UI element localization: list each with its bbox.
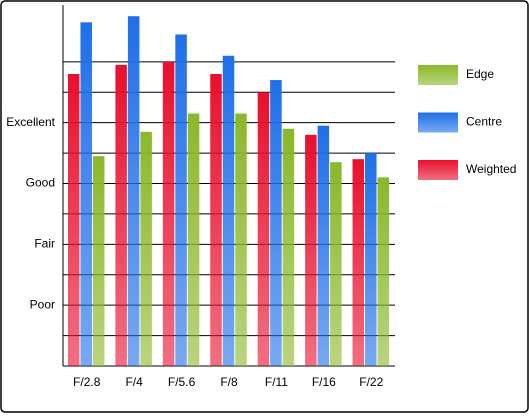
legend-swatch — [418, 65, 458, 85]
legend-label: Edge — [466, 67, 494, 81]
bar — [377, 177, 390, 366]
x-tick-label: F/22 — [359, 375, 383, 389]
y-tick-label: Fair — [34, 237, 55, 251]
bar — [80, 22, 92, 367]
x-tick-label: F/4 — [125, 375, 143, 389]
x-tick-label: F/16 — [312, 375, 336, 389]
bar — [222, 55, 235, 366]
legend-label: Centre — [466, 115, 502, 129]
x-tick-label: F/11 — [265, 375, 288, 389]
bar — [92, 156, 105, 366]
y-tick-label: Excellent — [6, 115, 55, 129]
bar — [187, 113, 200, 367]
bar — [140, 131, 152, 366]
bar — [210, 74, 222, 366]
bar — [115, 64, 127, 366]
bar — [67, 74, 80, 366]
x-tick-label: F/2.8 — [73, 375, 101, 389]
y-tick-label: Good — [26, 176, 55, 190]
legend-swatch — [418, 160, 458, 180]
bar — [235, 113, 247, 367]
bar — [317, 125, 330, 366]
bar — [162, 61, 175, 366]
bar — [270, 80, 282, 366]
bar — [305, 134, 317, 366]
bar — [127, 16, 140, 366]
legend-label: Weighted — [466, 162, 516, 176]
bar — [282, 128, 295, 366]
bar — [257, 92, 270, 366]
bar — [352, 159, 365, 366]
y-tick-label: Poor — [30, 297, 55, 311]
bar — [330, 162, 342, 366]
x-tick-label: F/5.6 — [168, 375, 196, 389]
bar — [365, 153, 377, 366]
bar — [175, 34, 187, 366]
legend-swatch — [418, 112, 458, 133]
x-tick-label: F/8 — [220, 375, 238, 389]
